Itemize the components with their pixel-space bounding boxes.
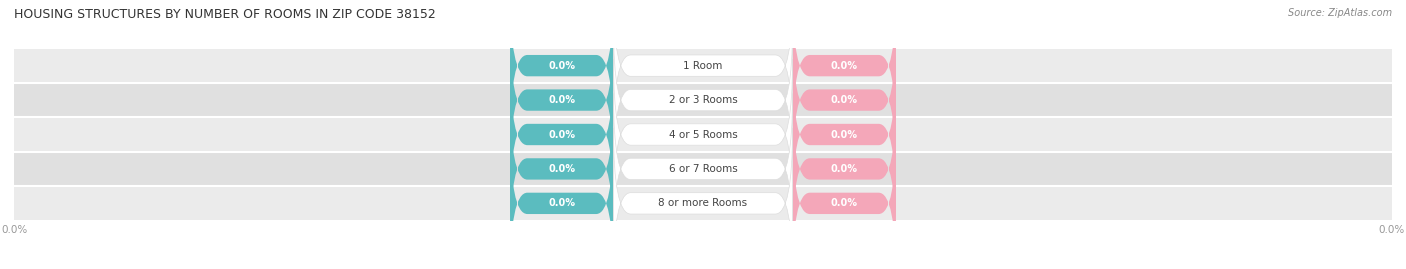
FancyBboxPatch shape bbox=[510, 94, 613, 244]
FancyBboxPatch shape bbox=[510, 0, 613, 141]
Bar bbox=[14, 48, 1392, 83]
FancyBboxPatch shape bbox=[613, 0, 793, 141]
Text: 6 or 7 Rooms: 6 or 7 Rooms bbox=[669, 164, 737, 174]
Text: 0.0%: 0.0% bbox=[548, 61, 575, 71]
FancyBboxPatch shape bbox=[613, 128, 793, 269]
FancyBboxPatch shape bbox=[793, 128, 896, 269]
FancyBboxPatch shape bbox=[613, 59, 793, 210]
Text: 0.0%: 0.0% bbox=[831, 95, 858, 105]
FancyBboxPatch shape bbox=[510, 59, 613, 210]
Text: 0.0%: 0.0% bbox=[831, 129, 858, 140]
Text: 4 or 5 Rooms: 4 or 5 Rooms bbox=[669, 129, 737, 140]
FancyBboxPatch shape bbox=[510, 128, 613, 269]
Text: 0.0%: 0.0% bbox=[548, 198, 575, 208]
Text: 0.0%: 0.0% bbox=[831, 61, 858, 71]
Text: 0.0%: 0.0% bbox=[831, 198, 858, 208]
FancyBboxPatch shape bbox=[793, 0, 896, 141]
Bar bbox=[14, 117, 1392, 152]
Bar bbox=[14, 186, 1392, 221]
FancyBboxPatch shape bbox=[793, 25, 896, 175]
Text: 0.0%: 0.0% bbox=[831, 164, 858, 174]
Text: 1 Room: 1 Room bbox=[683, 61, 723, 71]
Text: Source: ZipAtlas.com: Source: ZipAtlas.com bbox=[1288, 8, 1392, 18]
FancyBboxPatch shape bbox=[613, 94, 793, 244]
FancyBboxPatch shape bbox=[793, 59, 896, 210]
FancyBboxPatch shape bbox=[510, 25, 613, 175]
Bar bbox=[14, 152, 1392, 186]
Text: 0.0%: 0.0% bbox=[548, 95, 575, 105]
FancyBboxPatch shape bbox=[793, 94, 896, 244]
Bar bbox=[14, 83, 1392, 117]
Text: 0.0%: 0.0% bbox=[548, 129, 575, 140]
Text: HOUSING STRUCTURES BY NUMBER OF ROOMS IN ZIP CODE 38152: HOUSING STRUCTURES BY NUMBER OF ROOMS IN… bbox=[14, 8, 436, 21]
Text: 8 or more Rooms: 8 or more Rooms bbox=[658, 198, 748, 208]
Text: 0.0%: 0.0% bbox=[548, 164, 575, 174]
Text: 2 or 3 Rooms: 2 or 3 Rooms bbox=[669, 95, 737, 105]
FancyBboxPatch shape bbox=[613, 25, 793, 175]
